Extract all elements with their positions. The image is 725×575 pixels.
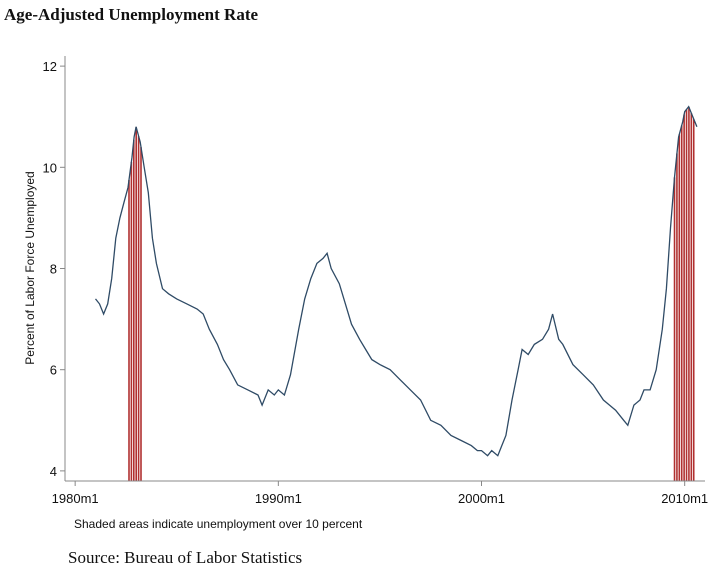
x-tick-label: 2000m1 bbox=[458, 491, 505, 506]
x-axis-ticks: 1980m1 1990m1 2000m1 2010m1 bbox=[52, 481, 708, 506]
y-tick-label: 10 bbox=[43, 160, 57, 175]
shaded-regions bbox=[128, 107, 695, 481]
source-note: Source: Bureau of Labor Statistics bbox=[68, 548, 303, 567]
y-axis-ticks: 4 6 8 10 12 bbox=[43, 59, 65, 479]
y-tick-label: 12 bbox=[43, 59, 57, 74]
shaded-region bbox=[673, 107, 695, 481]
x-tick-label: 1990m1 bbox=[255, 491, 302, 506]
shading-note: Shaded areas indicate unemployment over … bbox=[74, 517, 363, 531]
y-tick-label: 4 bbox=[50, 464, 57, 479]
x-tick-label: 2010m1 bbox=[661, 491, 708, 506]
unemployment-series-line bbox=[94, 105, 698, 457]
y-tick-label: 8 bbox=[50, 262, 57, 277]
shaded-region bbox=[128, 127, 142, 481]
chart-title: Age-Adjusted Unemployment Rate bbox=[4, 5, 259, 24]
x-tick-label: 1980m1 bbox=[52, 491, 99, 506]
y-axis-label: Percent of Labor Force Unemployed bbox=[23, 171, 37, 364]
y-tick-label: 6 bbox=[50, 363, 57, 378]
